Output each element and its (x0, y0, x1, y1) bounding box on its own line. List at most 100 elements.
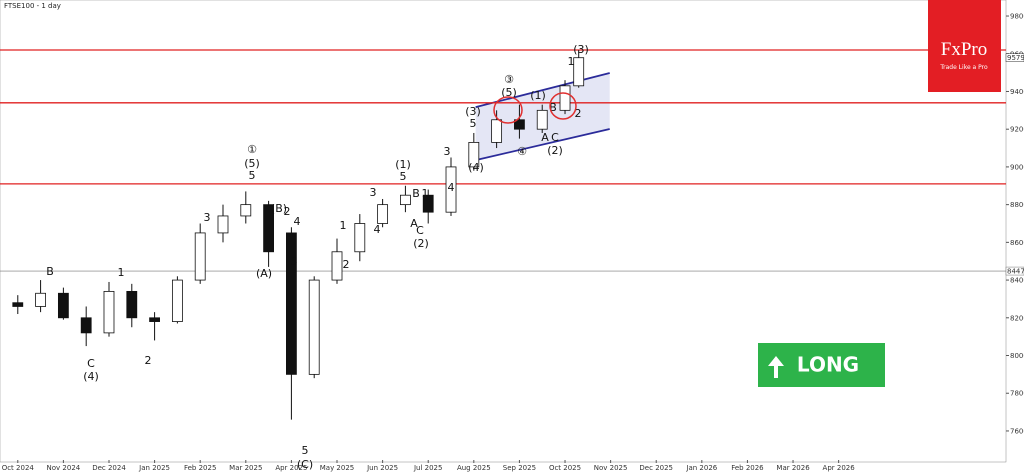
x-tick-label: Feb 2026 (731, 464, 764, 472)
y-tick-label: 8200.00 (1010, 314, 1024, 322)
wave-label: (2) (547, 144, 563, 157)
x-tick-label: Aug 2025 (457, 464, 491, 472)
candle-body (536, 109, 548, 130)
wave-label: (A) (256, 267, 272, 280)
candle-body (217, 215, 229, 234)
wave-label: 1 (118, 266, 125, 279)
x-tick-label: Jul 2025 (413, 464, 443, 472)
wave-label: 1 (568, 55, 575, 68)
wave-label: (3) (465, 105, 481, 118)
y-tick-label: 8600.00 (1010, 239, 1024, 247)
wave-label: (5) (244, 157, 260, 170)
wave-label: 1 (340, 219, 347, 232)
last-price-label: 9579.02 (1007, 54, 1024, 62)
channel-line (475, 128, 610, 161)
y-tick-label: 9400.00 (1010, 88, 1024, 96)
candle-body (331, 251, 343, 281)
wave-label: 2 (145, 354, 152, 367)
wave-label: (3) (573, 43, 589, 56)
candle-body (468, 141, 480, 168)
wave-label: A (410, 217, 418, 230)
candle-body (377, 204, 389, 224)
wave-label: (4) (83, 370, 99, 383)
candle-body (126, 290, 138, 319)
wave-label: (4) (468, 161, 484, 174)
x-tick-label: Feb 2025 (184, 464, 216, 472)
wave-label: 4 (294, 215, 301, 228)
x-tick-label: Oct 2025 (549, 464, 581, 472)
x-tick-label: Nov 2024 (47, 464, 81, 472)
wave-label: 2 (343, 258, 350, 271)
x-tick-label: Nov 2025 (594, 464, 628, 472)
candle-body (80, 317, 92, 334)
x-tick-label: Jan 2025 (138, 464, 170, 472)
wave-label: 4 (448, 181, 455, 194)
wave-label: C (551, 131, 559, 144)
wave-label: (C) (297, 458, 313, 471)
wave-label: B (549, 101, 557, 114)
wave-label: ① (247, 143, 257, 156)
wave-label: (B) (271, 202, 287, 215)
candle-body (400, 194, 411, 206)
x-tick-label: Dec 2024 (92, 464, 126, 472)
candle-body (57, 292, 69, 319)
candle-body (308, 279, 320, 375)
y-tick-label: 8800.00 (1010, 201, 1024, 209)
candle-body (559, 85, 571, 111)
candle-body (573, 57, 585, 87)
highlight-circle (549, 92, 577, 120)
last-price-tag (1005, 53, 1024, 62)
candle-body (491, 119, 503, 143)
candle-body (194, 232, 206, 281)
logo-name: FxPro (941, 39, 987, 60)
candle-body (286, 232, 297, 375)
wave-label: (1) (530, 89, 546, 102)
x-tick-label: Apr 2025 (275, 464, 307, 472)
wave-label: 3 (204, 211, 211, 224)
candle-body (445, 166, 457, 213)
wave-label: (5) (501, 86, 517, 99)
wave-label: C (416, 224, 424, 237)
candle-body (354, 223, 366, 253)
x-tick-label: Sep 2025 (503, 464, 536, 472)
logo-box (928, 0, 1001, 92)
x-tick-label: Jan 2026 (685, 464, 717, 472)
candle-body (35, 292, 46, 307)
candle-body (103, 290, 115, 334)
y-tick-label: 9800.00 (1010, 13, 1024, 21)
wave-label: 2 (284, 205, 291, 218)
y-tick-label: 8400.00 (1010, 277, 1024, 285)
wave-label: ③ (504, 73, 514, 86)
candle-body (422, 194, 434, 213)
wave-label: 3 (291, 255, 298, 268)
candle-body (171, 279, 183, 322)
y-tick-label: 8000.00 (1010, 352, 1024, 360)
x-tick-label: Apr 2026 (823, 464, 856, 472)
candle-body (263, 204, 275, 253)
x-tick-label: Mar 2026 (776, 464, 810, 472)
wave-label: 1 (422, 187, 429, 200)
wave-label: B (46, 265, 54, 278)
up-arrow (768, 356, 784, 378)
wave-label: 2 (575, 107, 582, 120)
x-tick-label: Oct 2024 (2, 464, 35, 472)
candle-body (149, 317, 160, 322)
candle-body (12, 302, 24, 307)
wave-labels: B C (4) 1 2 ① (5) 5 (B) 2 4 3 (A) 3 5 (C… (46, 43, 589, 471)
wave-label: 3 (444, 145, 451, 158)
y-tick-label: 7800.00 (1010, 390, 1024, 398)
x-tick-label: Jun 2025 (366, 464, 398, 472)
wave-label: (1) (395, 158, 411, 171)
y-tick-label: 9000.00 (1010, 163, 1024, 171)
price-line-tag (1005, 266, 1024, 276)
y-tick-label: 9200.00 (1010, 126, 1024, 134)
y-tick-label: 7600.00 (1010, 427, 1024, 435)
signal-label: LONG (797, 353, 859, 377)
candle-body (514, 119, 525, 130)
wave-label: B (412, 187, 420, 200)
wave-label: 5 (302, 444, 309, 457)
wave-label: C (87, 357, 95, 370)
x-tick-label: May 2025 (320, 464, 355, 472)
chart-title: FTSE100 - 1 day (4, 2, 61, 10)
